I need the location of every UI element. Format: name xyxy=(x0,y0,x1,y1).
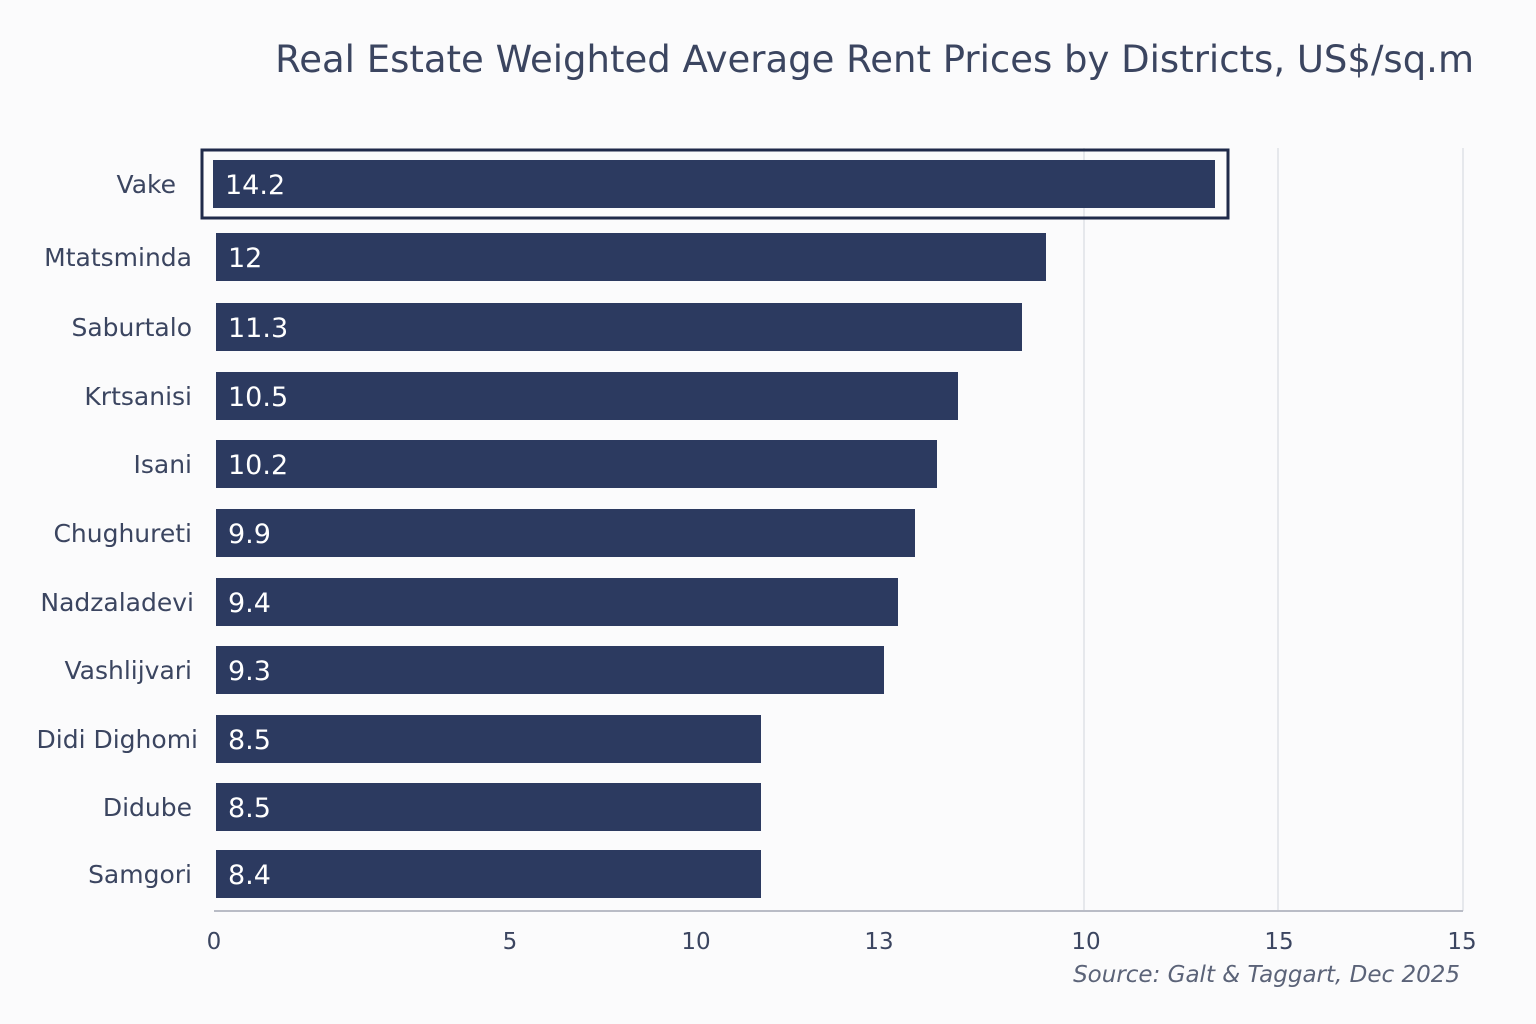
value-label: 12 xyxy=(228,243,262,274)
value-label: 9.9 xyxy=(228,519,271,550)
category-label: Nadzaladevi xyxy=(40,588,194,617)
value-label: 11.3 xyxy=(228,313,288,344)
bar-mtatsminda xyxy=(216,233,1046,281)
category-label: Samgori xyxy=(88,860,192,889)
x-tick-label: 0 xyxy=(207,929,222,955)
value-label: 14.2 xyxy=(225,170,285,201)
category-label: Mtatsminda xyxy=(44,243,192,272)
bar-isani xyxy=(216,440,937,488)
x-tick-label: 10 xyxy=(1071,929,1100,955)
bars: Vake 14.2 Mtatsminda 12 Saburtalo 11.3 Krtsani… xyxy=(37,148,1230,898)
x-axis: 0 5 10 13 10 15 15 xyxy=(207,910,1477,955)
value-label: 8.5 xyxy=(228,793,271,824)
bar-vake xyxy=(213,160,1215,208)
category-label: Vashlijvari xyxy=(64,656,192,685)
value-label: 10.2 xyxy=(228,450,288,481)
value-label: 8.4 xyxy=(228,860,271,891)
chart-title: Real Estate Weighted Average Rent Prices… xyxy=(275,38,1474,81)
highlight-frame xyxy=(200,148,1230,220)
category-label: Didi Dighomi xyxy=(37,725,198,754)
bar-krtsanisi xyxy=(216,372,958,420)
bar-didube xyxy=(216,783,761,831)
value-label: 9.4 xyxy=(228,588,271,619)
category-label: Didube xyxy=(103,793,192,822)
category-label: Vake xyxy=(117,170,176,199)
bar-chughureti xyxy=(216,509,915,557)
value-label: 9.3 xyxy=(228,656,271,687)
category-label: Isani xyxy=(133,450,192,479)
x-tick-label: 10 xyxy=(681,929,710,955)
gridlines xyxy=(1083,148,1464,911)
category-label: Chughureti xyxy=(53,519,192,548)
bar-nadzaladevi xyxy=(216,578,898,626)
bar-saburtalo xyxy=(216,303,1022,351)
bar-samgori xyxy=(216,850,761,898)
bar-didi-dighomi xyxy=(216,715,761,763)
bar-vashlijvari xyxy=(216,646,884,694)
x-tick-label: 15 xyxy=(1264,929,1293,955)
x-tick-label: 15 xyxy=(1447,929,1476,955)
category-label: Saburtalo xyxy=(71,313,192,342)
category-label: Krtsanisi xyxy=(84,382,192,411)
x-tick-label: 5 xyxy=(503,929,518,955)
value-label: 10.5 xyxy=(228,382,288,413)
source-note: Source: Galt & Taggart, Dec 2025 xyxy=(1073,962,1460,988)
value-label: 8.5 xyxy=(228,725,271,756)
x-tick-label: 13 xyxy=(864,929,893,955)
